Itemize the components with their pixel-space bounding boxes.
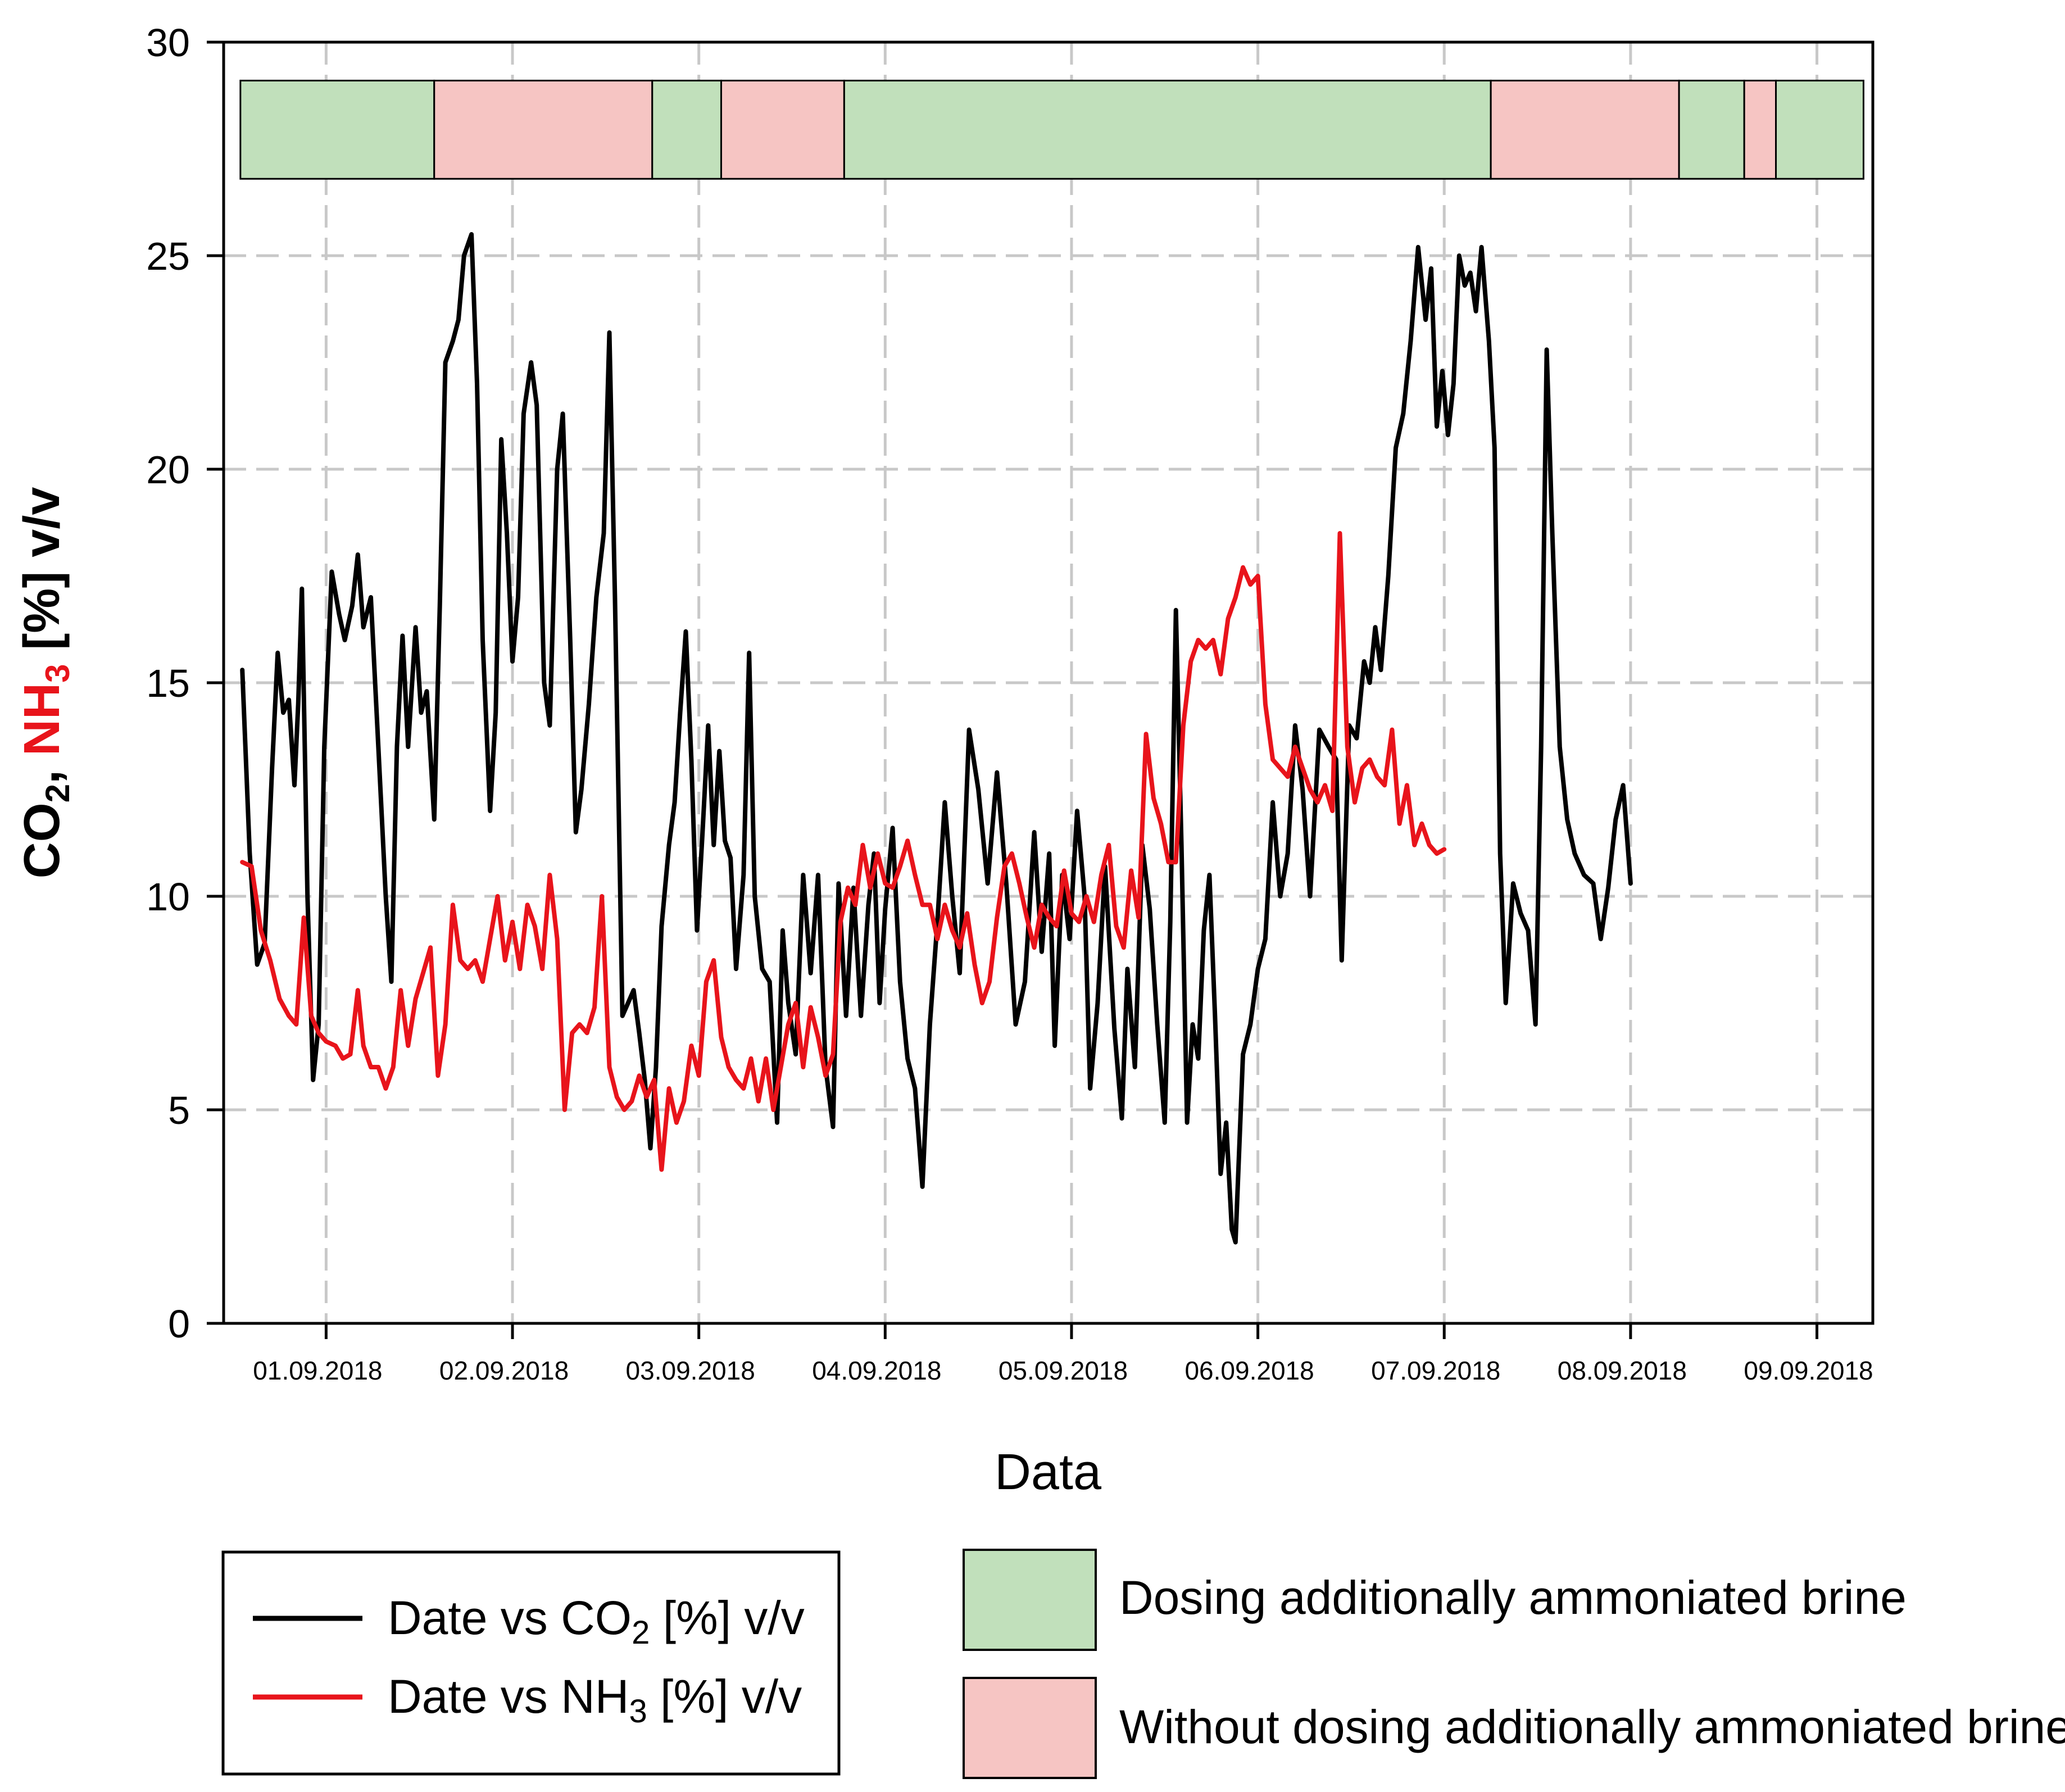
y-axis-title-part-1: 2	[39, 784, 76, 802]
x-tick-label-7: 08.09.2018	[1558, 1356, 1687, 1385]
y-tick-label-0: 0	[168, 1302, 190, 1346]
legend-label-dosing: Dosing additionally ammoniated brine	[1119, 1571, 1907, 1624]
band-8-dosing	[1775, 79, 1864, 180]
legend-label-part-1-0: Date vs NH	[388, 1670, 629, 1723]
series-legend: Date vs CO2 [%] v/v Date vs NH3 [%] v/v	[221, 1550, 841, 1776]
y-axis-title-part-2: ,	[14, 756, 70, 784]
series-line-0	[240, 232, 1633, 1245]
legend-label-part-1-2: [%] v/v	[647, 1670, 802, 1723]
y-axis-title-part-5: [%] v/v	[14, 487, 70, 664]
x-axis: 01.09.2018 02.09.2018 03.09.2018 04.09.2018…	[253, 1323, 1873, 1385]
y-tick-label-25: 25	[146, 234, 190, 278]
x-tick-label-4: 05.09.2018	[999, 1356, 1128, 1385]
legend-swatch-dosing	[963, 1549, 1097, 1651]
band-legend: Dosing additionally ammoniated brine Wit…	[963, 1549, 2065, 1779]
y-axis-title-part-0: CO	[14, 802, 70, 878]
x-axis-title: Data	[995, 1444, 1102, 1500]
x-tick-label-3: 04.09.2018	[812, 1356, 941, 1385]
y-axis: 0 5 10 15 20 25 30	[146, 21, 224, 1346]
y-tick-label-20: 20	[146, 448, 190, 492]
y-tick-label-30: 30	[146, 21, 190, 65]
legend-label-without: Without dosing additionally ammoniated b…	[1119, 1700, 2065, 1753]
legend-label-co2: Date vs CO2 [%] v/v	[388, 1591, 805, 1651]
band-4-dosing	[843, 79, 1492, 180]
dosing-bands	[239, 79, 1864, 180]
x-tick-label-8: 09.09.2018	[1744, 1356, 1873, 1385]
y-tick-label-10: 10	[146, 875, 190, 919]
y-tick-label-5: 5	[168, 1088, 190, 1132]
band-5-without	[1490, 79, 1680, 180]
series-line-1	[240, 531, 1447, 1172]
legend-label-part-0-2: [%] v/v	[650, 1591, 804, 1644]
legend-label-nh3: Date vs NH3 [%] v/v	[388, 1670, 802, 1730]
band-7-without	[1743, 79, 1777, 180]
legend-label-part-0-1: 2	[632, 1614, 650, 1651]
x-tick-label-1: 02.09.2018	[439, 1356, 569, 1385]
x-tick-label-2: 03.09.2018	[626, 1356, 755, 1385]
y-tick-label-15: 15	[146, 661, 190, 705]
x-tick-label-6: 07.09.2018	[1371, 1356, 1500, 1385]
legend-label-part-1-1: 3	[629, 1693, 647, 1730]
series-legend-frame	[221, 1550, 841, 1776]
legend-swatch-without	[963, 1677, 1097, 1779]
x-tick-label-5: 06.09.2018	[1184, 1356, 1314, 1385]
legend-label-part-0-0: Date vs CO	[388, 1591, 632, 1644]
band-3-without	[720, 79, 845, 180]
x-tick-label-0: 01.09.2018	[253, 1356, 382, 1385]
y-axis-title-part-3: NH	[14, 683, 70, 756]
y-axis-title: CO2, NH3 [%] v/v	[14, 487, 76, 879]
y-axis-title-part-4: 3	[39, 664, 76, 683]
band-6-dosing	[1678, 79, 1745, 180]
band-1-without	[433, 79, 653, 180]
band-0-dosing	[239, 79, 435, 180]
band-2-dosing	[651, 79, 722, 180]
series-lines	[240, 232, 1633, 1245]
